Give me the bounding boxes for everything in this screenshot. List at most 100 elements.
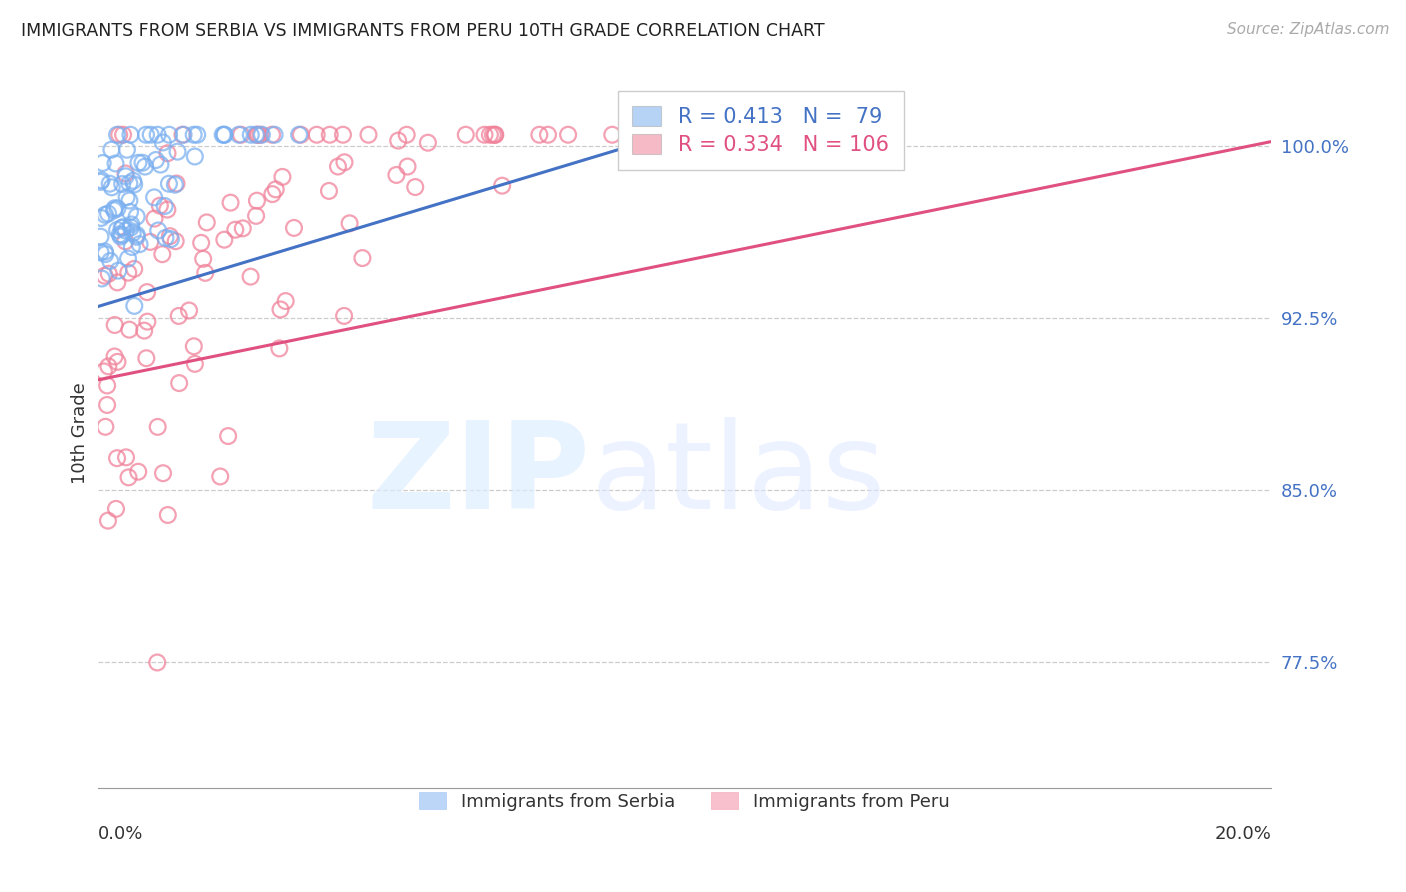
Point	[195, 215, 218, 229]
Point	[148, 223, 170, 237]
Point	[283, 221, 305, 235]
Point	[125, 227, 148, 242]
Text: Source: ZipAtlas.com: Source: ZipAtlas.com	[1226, 22, 1389, 37]
Point	[97, 359, 120, 374]
Point	[89, 245, 111, 260]
Point	[875, 128, 897, 142]
Point	[634, 128, 657, 142]
Point	[155, 231, 177, 245]
Point	[93, 268, 115, 283]
Text: IMMIGRANTS FROM SERBIA VS IMMIGRANTS FROM PERU 10TH GRADE CORRELATION CHART: IMMIGRANTS FROM SERBIA VS IMMIGRANTS FRO…	[21, 22, 825, 40]
Point	[136, 285, 159, 299]
Point	[156, 202, 179, 217]
Point	[173, 128, 195, 142]
Point	[270, 302, 292, 317]
Point	[105, 451, 128, 466]
Y-axis label: 10th Grade: 10th Grade	[72, 382, 89, 483]
Point	[114, 235, 136, 249]
Point	[127, 465, 149, 479]
Point	[93, 364, 115, 378]
Point	[149, 158, 172, 172]
Point	[118, 205, 141, 219]
Point	[96, 398, 118, 412]
Point	[529, 128, 551, 142]
Point	[224, 223, 246, 237]
Point	[118, 177, 141, 191]
Point	[264, 182, 287, 196]
Point	[94, 208, 117, 222]
Point	[115, 143, 138, 157]
Legend: Immigrants from Serbia, Immigrants from Peru: Immigrants from Serbia, Immigrants from …	[412, 785, 956, 818]
Point	[115, 224, 138, 238]
Point	[725, 128, 748, 142]
Point	[695, 128, 717, 142]
Point	[478, 128, 501, 142]
Point	[111, 220, 134, 235]
Point	[249, 128, 271, 142]
Point	[100, 180, 122, 194]
Point	[145, 153, 167, 167]
Point	[165, 234, 187, 248]
Point	[152, 136, 174, 150]
Point	[260, 128, 283, 142]
Point	[105, 128, 128, 142]
Point	[125, 229, 148, 244]
Point	[97, 267, 120, 281]
Point	[274, 294, 297, 309]
Point	[183, 339, 205, 353]
Point	[156, 508, 179, 522]
Point	[117, 470, 139, 484]
Point	[474, 128, 496, 142]
Point	[484, 128, 506, 142]
Point	[89, 175, 111, 189]
Point	[120, 128, 142, 142]
Point	[131, 155, 153, 169]
Point	[214, 233, 236, 247]
Point	[98, 254, 121, 268]
Text: ZIP: ZIP	[367, 417, 591, 533]
Point	[484, 128, 506, 142]
Point	[94, 244, 117, 259]
Point	[156, 146, 179, 161]
Point	[114, 167, 136, 181]
Point	[107, 202, 129, 216]
Point	[103, 350, 125, 364]
Point	[94, 419, 117, 434]
Point	[97, 206, 120, 220]
Point	[219, 195, 242, 210]
Point	[163, 178, 186, 192]
Point	[167, 376, 190, 390]
Point	[339, 216, 361, 230]
Point	[143, 211, 166, 226]
Point	[127, 155, 149, 169]
Point	[184, 149, 207, 163]
Point	[191, 252, 214, 266]
Point	[288, 128, 311, 142]
Point	[107, 355, 129, 369]
Point	[246, 194, 269, 208]
Point	[387, 134, 409, 148]
Point	[122, 178, 145, 192]
Point	[239, 128, 262, 142]
Point	[90, 271, 112, 285]
Point	[121, 226, 143, 240]
Point	[659, 128, 682, 142]
Point	[211, 128, 233, 142]
Point	[454, 128, 477, 142]
Point	[112, 128, 135, 142]
Point	[121, 240, 143, 254]
Point	[352, 251, 374, 265]
Point	[108, 128, 131, 142]
Point	[117, 266, 139, 280]
Point	[150, 247, 173, 261]
Point	[247, 128, 270, 142]
Point	[396, 160, 419, 174]
Point	[90, 173, 112, 187]
Point	[537, 128, 560, 142]
Point	[139, 128, 162, 142]
Point	[146, 420, 169, 434]
Point	[263, 128, 285, 142]
Point	[120, 218, 142, 232]
Point	[228, 128, 250, 142]
Point	[319, 128, 342, 142]
